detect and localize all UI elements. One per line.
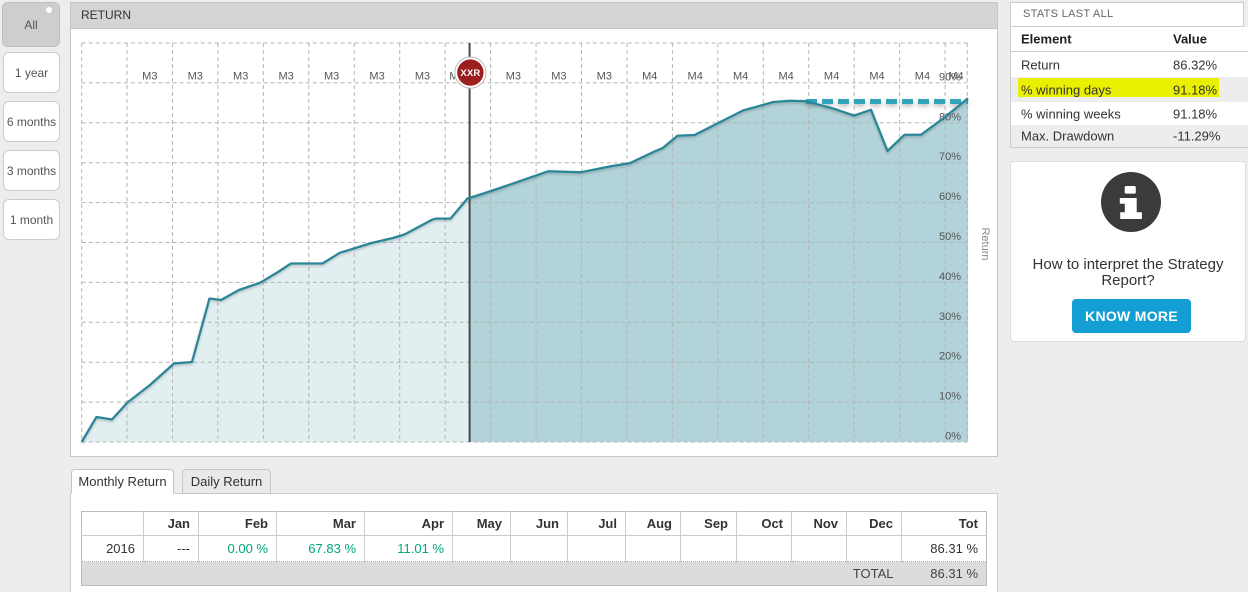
svg-text:M4: M4 (948, 71, 963, 83)
svg-text:10%: 10% (939, 391, 961, 403)
svg-text:Return: Return (979, 227, 991, 260)
svg-text:M3: M3 (551, 71, 566, 83)
svg-text:M4: M4 (824, 71, 839, 83)
svg-text:90%: 90% (939, 71, 961, 83)
svg-text:M3: M3 (597, 71, 612, 83)
svg-text:80%: 80% (939, 111, 961, 123)
svg-text:M3: M3 (188, 71, 203, 83)
svg-text:70%: 70% (939, 151, 961, 163)
svg-text:30%: 30% (939, 311, 961, 323)
svg-text:M4: M4 (733, 71, 748, 83)
svg-text:XXR: XXR (460, 68, 480, 79)
svg-text:M3: M3 (142, 71, 157, 83)
svg-text:M4: M4 (778, 71, 793, 83)
svg-text:M3: M3 (324, 71, 339, 83)
svg-text:40%: 40% (939, 271, 961, 283)
svg-text:M4: M4 (915, 71, 930, 83)
svg-text:M3: M3 (279, 71, 294, 83)
svg-text:M4: M4 (869, 71, 884, 83)
svg-text:60%: 60% (939, 191, 961, 203)
svg-text:M3: M3 (415, 71, 430, 83)
svg-text:M3: M3 (506, 71, 521, 83)
svg-text:20%: 20% (939, 351, 961, 363)
svg-text:M4: M4 (688, 71, 703, 83)
svg-text:M3: M3 (233, 71, 248, 83)
svg-text:0%: 0% (945, 431, 961, 443)
svg-text:M4: M4 (642, 71, 657, 83)
svg-text:M3: M3 (369, 71, 384, 83)
svg-text:50%: 50% (939, 231, 961, 243)
